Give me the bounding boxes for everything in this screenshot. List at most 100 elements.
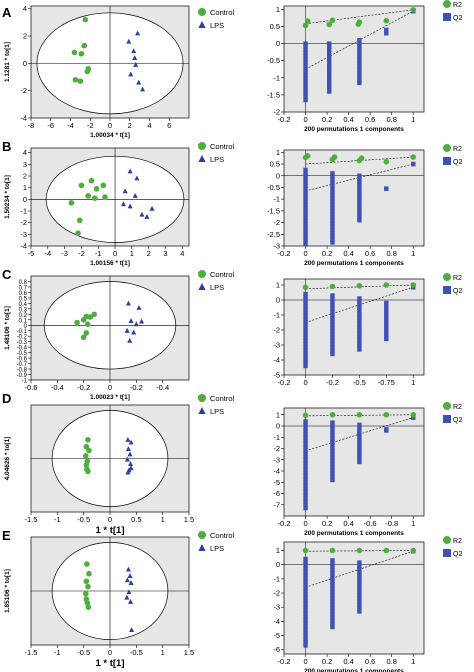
legend-lps-label: LPS <box>210 544 224 553</box>
q2-point <box>357 563 362 569</box>
q2-point <box>303 448 308 453</box>
control-point <box>85 583 91 590</box>
x-tick-label: -2 <box>87 121 94 130</box>
q2-point <box>357 576 362 582</box>
q2-point <box>303 636 308 642</box>
q2-point <box>330 624 335 630</box>
legend-q2-label: Q2 <box>453 288 462 295</box>
q2-point <box>357 583 362 588</box>
legend-q2-marker <box>443 415 451 423</box>
q2-regression-line <box>305 163 414 192</box>
q2-point <box>330 420 335 425</box>
q2-point <box>357 589 362 595</box>
r2-point <box>331 154 338 160</box>
q2-point <box>357 579 362 585</box>
q2-point <box>303 473 308 479</box>
q2-point <box>303 79 308 84</box>
q2-point <box>303 579 308 584</box>
x-tick-label: -0.2 <box>278 657 291 666</box>
q2-point <box>303 66 308 71</box>
q2-point <box>357 596 362 601</box>
q2-point <box>357 299 362 304</box>
y-tick-label: -1 <box>273 574 280 583</box>
q2-point <box>357 459 362 465</box>
q2-point <box>303 202 308 208</box>
q2-point <box>303 461 308 466</box>
q2-point <box>303 483 308 488</box>
q2-point <box>303 186 308 192</box>
q2-point <box>330 177 335 182</box>
panel-letter: C <box>2 267 12 282</box>
q2-point <box>303 585 308 591</box>
q2-point <box>330 224 335 229</box>
lps-point <box>133 321 139 327</box>
y-tick-label: 1 <box>276 410 280 419</box>
q2-point <box>384 330 389 335</box>
q2-point <box>330 205 335 211</box>
lps-point <box>128 71 134 77</box>
q2-point <box>330 608 335 614</box>
q2-point <box>330 234 335 239</box>
q2-point <box>357 67 362 72</box>
q2-point <box>303 419 308 424</box>
q2-point <box>330 237 335 242</box>
q2-point <box>384 300 389 306</box>
q2-point <box>303 222 308 227</box>
q2-point <box>303 441 308 447</box>
q2-point <box>384 317 389 322</box>
q2-point <box>330 196 335 201</box>
q2-point <box>303 566 308 571</box>
q2-point <box>330 567 335 573</box>
q2-point <box>384 27 389 33</box>
q2-point <box>357 321 362 327</box>
y-tick-label: -1.5 <box>267 206 280 215</box>
x-tick-label: -0.2 <box>77 383 90 392</box>
q2-point <box>303 69 308 75</box>
x-tick-label: -0.6 <box>364 519 377 528</box>
y-tick-label: -0.5 <box>267 56 280 65</box>
q2-point <box>303 199 308 205</box>
legend-lps-marker <box>198 407 206 414</box>
q2-point <box>357 80 362 86</box>
q2-point <box>330 208 335 214</box>
legend-q2-label: Q2 <box>453 159 462 166</box>
r2-point <box>329 411 336 418</box>
q2-point <box>327 73 332 78</box>
q2-point <box>303 335 308 341</box>
x-tick-label: 1.5 <box>184 515 194 524</box>
y-tick-label: 0 <box>24 324 28 330</box>
score-plot-d: -1.5 -1 -0.5 0 0.5 1 1.5 1 * t[1] 4.04626 * to[1… <box>2 391 235 536</box>
x-tick-label: 0.8 <box>386 249 396 258</box>
y-tick-label: -1 <box>273 433 280 442</box>
y-tick-label: 1 <box>276 546 280 555</box>
lps-point <box>124 456 130 462</box>
y-tick-label: -2 <box>273 108 280 117</box>
x-tick-label: -4 <box>44 249 51 258</box>
q2-point <box>303 505 308 511</box>
control-point <box>78 182 85 189</box>
r2-point <box>302 547 309 554</box>
lps-point <box>120 201 126 207</box>
lps-point <box>125 566 131 572</box>
x-tick-label: -0.8 <box>385 519 398 528</box>
x-tick-label: -0.5 <box>353 378 366 387</box>
y-tick-label: -0.1 <box>17 329 28 335</box>
q2-point <box>303 457 308 463</box>
r2-point <box>383 282 390 288</box>
q2-point <box>303 323 308 328</box>
x-tick-label: 3 <box>163 249 167 258</box>
q2-point <box>330 458 335 464</box>
lps-point <box>136 79 142 85</box>
q2-point <box>330 338 335 344</box>
q2-point <box>303 470 308 476</box>
q2-point <box>303 464 308 469</box>
q2-point <box>330 351 335 357</box>
q2-point <box>327 60 332 65</box>
y-tick-label: 0.1 <box>19 318 28 324</box>
legend-r2-marker <box>443 0 451 8</box>
x-tick-label: 0 <box>113 249 117 258</box>
lps-point <box>127 451 133 457</box>
q2-point <box>303 238 308 243</box>
x-tick-label: -3 <box>61 249 68 258</box>
q2-point <box>357 37 362 43</box>
